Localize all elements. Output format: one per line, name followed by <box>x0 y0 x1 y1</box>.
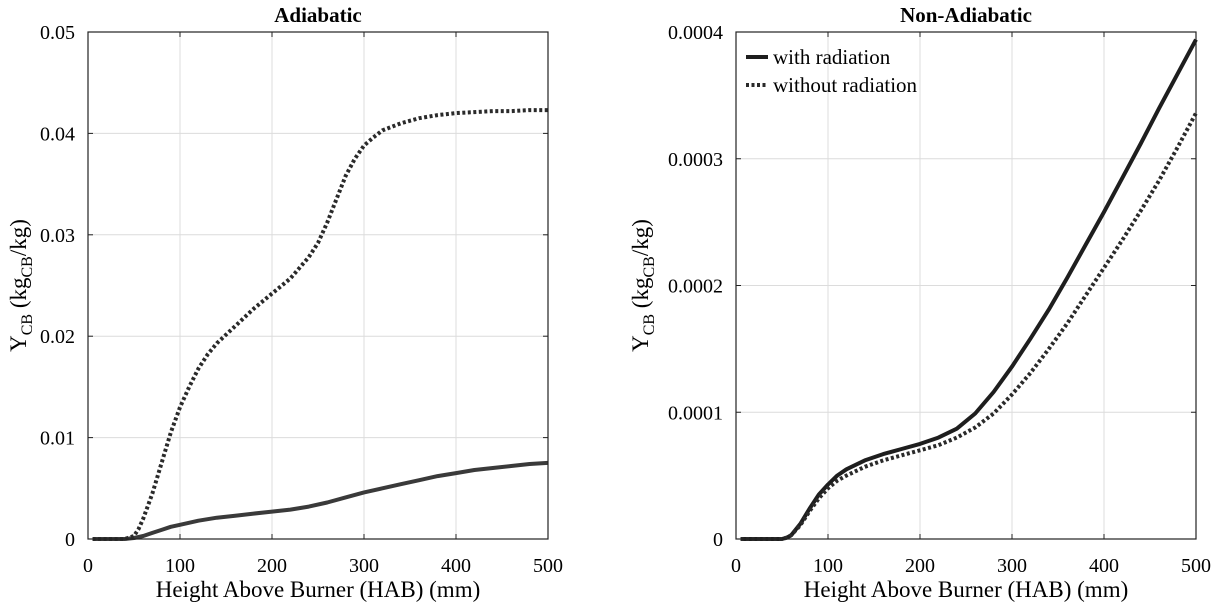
y-tick-label: 0.05 <box>40 22 75 44</box>
y-tick-label: 0.0002 <box>668 276 723 298</box>
x-tick-label: 200 <box>905 555 935 577</box>
chart-adiabatic: 0 100 200 300 400 500 0 0.01 0.02 0.03 0.04 0.05 Adi… <box>6 3 563 602</box>
x-tick-label: 100 <box>813 555 843 577</box>
y-axis-label: YCB (kgCB/kg) <box>628 219 658 352</box>
x-tick-label: 400 <box>1089 555 1119 577</box>
series-line-dotted <box>92 108 548 541</box>
chart-title: Non-Adiabatic <box>900 3 1032 27</box>
y-tick-label: 0.0003 <box>668 149 723 171</box>
chart-non-adiabatic: 0 100 200 300 400 500 0 0.0001 0.0002 0.0003 0.000… <box>628 3 1211 602</box>
legend-label: without radiation <box>773 73 918 97</box>
x-tick-label: 500 <box>533 555 563 577</box>
legend-label: with radiation <box>773 45 891 69</box>
x-tick-label: 500 <box>1181 555 1211 577</box>
x-tick-label: 0 <box>731 555 741 577</box>
x-axis-label: Height Above Burner (HAB) (mm) <box>804 577 1129 602</box>
y-tick-label: 0 <box>65 529 75 551</box>
y-tick-label: 0.02 <box>40 326 75 348</box>
x-axis-label: Height Above Burner (HAB) (mm) <box>156 577 481 602</box>
x-tick-label: 400 <box>441 555 471 577</box>
series-line-dotted <box>740 112 1198 541</box>
x-tick-label: 100 <box>165 555 195 577</box>
y-tick-label: 0.0004 <box>668 22 723 44</box>
y-tick-label: 0.0001 <box>668 402 723 424</box>
x-tick-label: 300 <box>349 555 379 577</box>
legend: with radiation without radiation <box>746 45 918 97</box>
chart-title: Adiabatic <box>274 3 362 27</box>
y-axis-label: YCB (kgCB/kg) <box>6 219 36 352</box>
y-tick-label: 0.03 <box>40 225 75 247</box>
x-tick-label: 200 <box>257 555 287 577</box>
series-line-solid <box>740 38 1198 541</box>
x-tick-label: 0 <box>83 555 93 577</box>
plot-frame <box>87 31 549 540</box>
y-tick-label: 0 <box>713 529 723 551</box>
series-line-solid <box>92 460 549 541</box>
y-tick-label: 0.01 <box>40 428 75 450</box>
y-tick-label: 0.04 <box>40 123 75 145</box>
x-tick-label: 300 <box>997 555 1027 577</box>
